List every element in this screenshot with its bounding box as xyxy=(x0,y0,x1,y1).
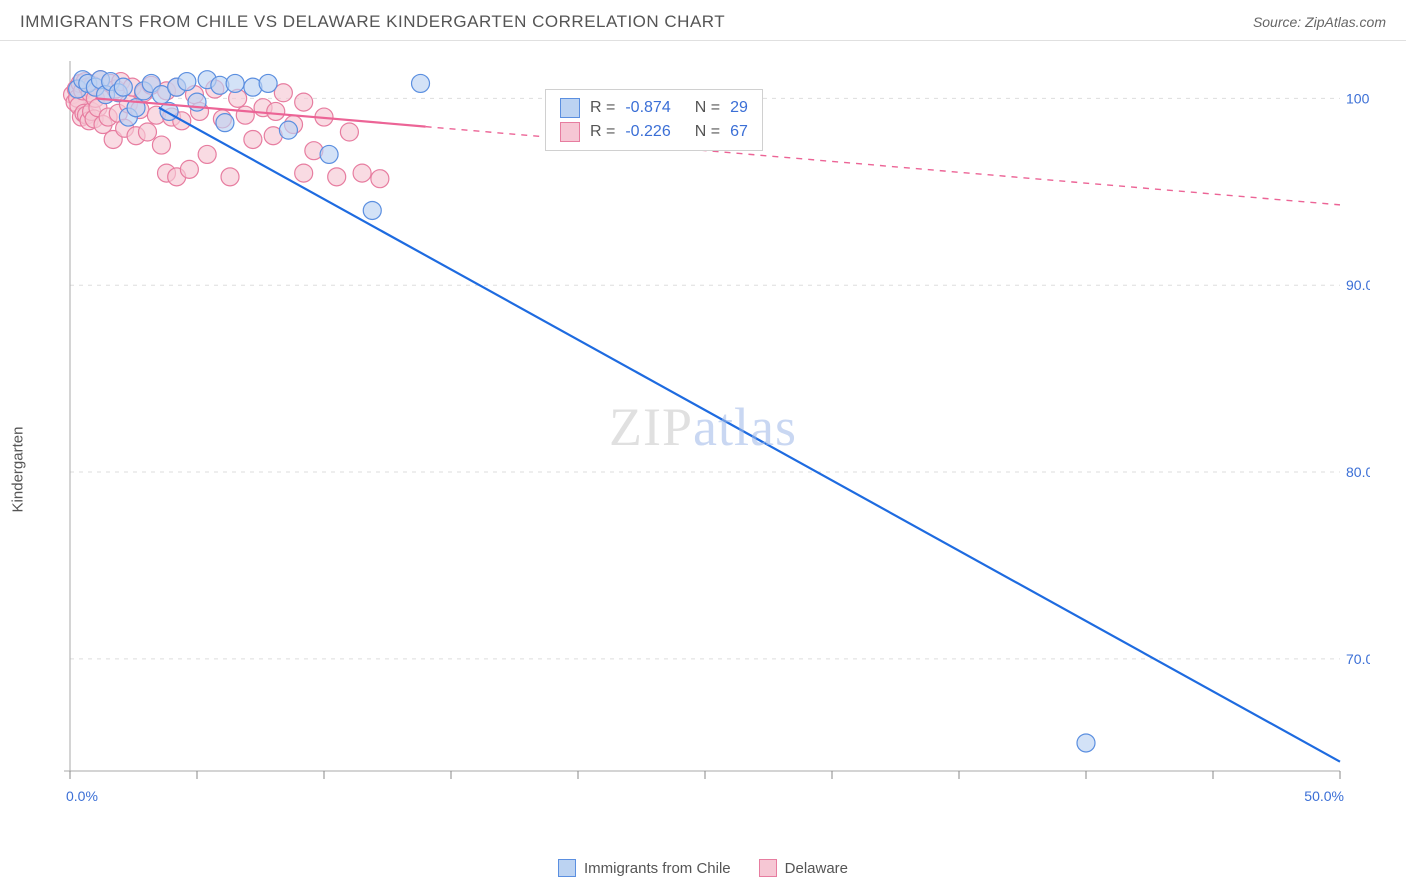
chart-title: IMMIGRANTS FROM CHILE VS DELAWARE KINDER… xyxy=(20,12,725,32)
data-point-delaware xyxy=(340,123,358,141)
data-point-delaware xyxy=(295,93,313,111)
x-tick-label: 0.0% xyxy=(66,788,98,804)
legend-label: Immigrants from Chile xyxy=(584,860,731,877)
data-point-chile xyxy=(178,73,196,91)
data-point-chile xyxy=(363,201,381,219)
chart-area: Kindergarten 70.0% 80.0% 90.0% 100.0% 0.0% 50… xyxy=(0,41,1406,881)
data-point-delaware xyxy=(138,123,156,141)
data-point-delaware xyxy=(295,164,313,182)
data-point-delaware xyxy=(328,168,346,186)
source-name: ZipAtlas.com xyxy=(1305,14,1386,30)
source-attribution: Source: ZipAtlas.com xyxy=(1253,14,1386,30)
data-point-delaware xyxy=(353,164,371,182)
data-point-delaware xyxy=(180,160,198,178)
stat-row-delaware: R = -0.226 N = 67 xyxy=(560,120,748,144)
data-point-delaware xyxy=(267,102,285,120)
y-tick-label: 90.0% xyxy=(1346,277,1370,293)
y-axis-label: Kindergarten xyxy=(10,427,27,513)
legend-swatch xyxy=(560,122,580,142)
stat-r-label: R = xyxy=(590,123,615,141)
data-point-delaware xyxy=(371,170,389,188)
data-point-chile xyxy=(320,145,338,163)
data-point-delaware xyxy=(244,130,262,148)
x-tick-label: 50.0% xyxy=(1304,788,1344,804)
legend-swatch xyxy=(558,859,576,877)
source-prefix: Source: xyxy=(1253,14,1305,30)
stat-r-label: R = xyxy=(590,99,615,117)
data-point-chile xyxy=(226,74,244,92)
legend-swatch xyxy=(560,98,580,118)
chart-header: IMMIGRANTS FROM CHILE VS DELAWARE KINDER… xyxy=(0,0,1406,41)
data-point-chile xyxy=(412,74,430,92)
stat-n-label: N = xyxy=(695,123,720,141)
data-point-chile xyxy=(1077,734,1095,752)
legend-item: Delaware xyxy=(759,859,848,877)
data-point-chile xyxy=(114,78,132,96)
y-tick-label: 70.0% xyxy=(1346,651,1370,667)
data-point-chile xyxy=(216,114,234,132)
trend-line-chile xyxy=(159,108,1340,762)
data-point-delaware xyxy=(221,168,239,186)
stat-r-value: -0.874 xyxy=(625,99,670,117)
data-point-delaware xyxy=(236,106,254,124)
stat-r-value: -0.226 xyxy=(625,123,670,141)
scatter-plot: 70.0% 80.0% 90.0% 100.0% 0.0% 50.0% xyxy=(40,51,1370,811)
y-tick-label: 80.0% xyxy=(1346,464,1370,480)
stat-n-label: N = xyxy=(695,99,720,117)
data-point-chile xyxy=(279,121,297,139)
data-point-delaware xyxy=(198,145,216,163)
y-tick-label: 100.0% xyxy=(1346,90,1370,106)
stat-n-value: 29 xyxy=(730,99,748,117)
stat-row-chile: R = -0.874 N = 29 xyxy=(560,96,748,120)
legend-item: Immigrants from Chile xyxy=(558,859,731,877)
correlation-legend: R = -0.874 N = 29 R = -0.226 N = 67 xyxy=(545,89,763,151)
stat-n-value: 67 xyxy=(730,123,748,141)
data-point-delaware xyxy=(152,136,170,154)
data-point-chile xyxy=(259,74,277,92)
legend-swatch xyxy=(759,859,777,877)
legend-label: Delaware xyxy=(785,860,848,877)
series-legend: Immigrants from Chile Delaware xyxy=(0,859,1406,877)
